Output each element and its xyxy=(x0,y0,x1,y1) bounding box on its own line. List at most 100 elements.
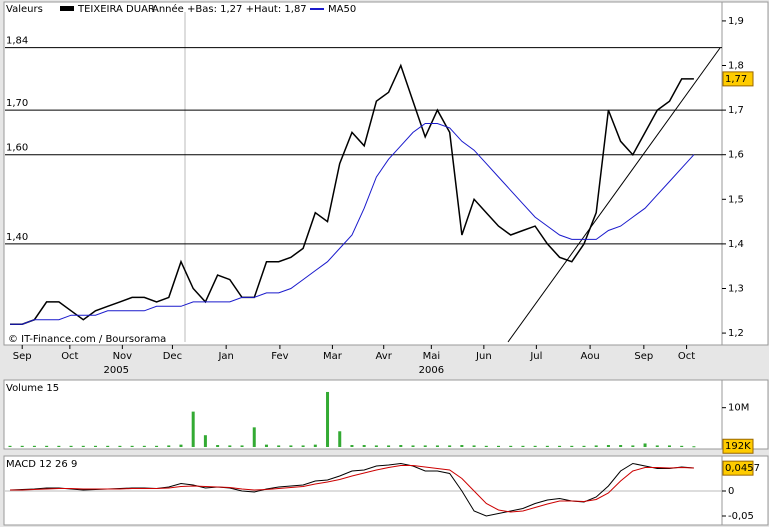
level-label: 1,60 xyxy=(6,143,28,154)
bar xyxy=(435,445,439,447)
bar xyxy=(448,445,452,447)
bar xyxy=(680,445,684,447)
x-tick-label: Dec xyxy=(163,351,182,362)
bar xyxy=(497,445,501,447)
y-tick-label: 1,4 xyxy=(728,239,744,250)
subtitle: Année +Bas: 1,27 +Haut: 1,87 xyxy=(152,3,307,15)
bar xyxy=(216,445,220,447)
price-axis-panel xyxy=(721,1,769,346)
bar xyxy=(118,445,122,447)
y-tick-label: 1,5 xyxy=(728,194,744,205)
bar xyxy=(338,431,342,447)
bar xyxy=(106,445,110,447)
bar xyxy=(643,443,647,447)
bar xyxy=(32,445,36,447)
bar xyxy=(252,427,256,447)
volume-panel xyxy=(3,379,723,450)
y-tick-label: 1,6 xyxy=(728,150,744,161)
bar xyxy=(289,445,293,447)
bar xyxy=(203,435,207,447)
x-tick-label: Jan xyxy=(217,351,233,362)
bar xyxy=(411,445,415,447)
series-line xyxy=(10,465,694,513)
x-tick-label: Mar xyxy=(323,351,343,362)
x-tick-label: Oct xyxy=(678,351,695,362)
x-tick-label: Fev xyxy=(271,351,288,362)
level-label: 1,70 xyxy=(6,98,28,109)
y-tick-label: 1,3 xyxy=(728,283,744,294)
x-tick-label: Sep xyxy=(634,351,653,362)
last-value-label: 0,0457 xyxy=(725,463,760,474)
legend-swatch xyxy=(60,6,74,11)
series-line xyxy=(10,63,694,325)
y-tick-label: 0 xyxy=(728,486,734,497)
y-tick-label: 1,9 xyxy=(728,16,744,27)
bar xyxy=(228,445,232,447)
year-label: 2006 xyxy=(419,365,444,376)
bar xyxy=(313,444,317,447)
x-tick-label: Oct xyxy=(61,351,78,362)
bar xyxy=(606,445,610,447)
bar xyxy=(167,445,171,447)
level-label: 1,84 xyxy=(6,36,28,47)
bar xyxy=(277,445,281,447)
bar xyxy=(582,445,586,447)
y-tick-label: 1,2 xyxy=(728,328,744,339)
bar xyxy=(130,445,134,447)
y-tick-label: 10M xyxy=(728,403,749,414)
bar xyxy=(155,445,159,447)
panel-title: Valeurs xyxy=(6,4,43,15)
bar xyxy=(399,445,403,447)
legend-label: TEIXEIRA DUAR xyxy=(77,4,155,15)
bar xyxy=(692,446,696,448)
bar xyxy=(191,411,195,447)
bar xyxy=(558,445,562,447)
bar xyxy=(619,445,623,447)
x-tick-label: Mai xyxy=(423,351,441,362)
bar xyxy=(570,445,574,447)
level-label: 1,40 xyxy=(6,232,28,243)
bar xyxy=(81,445,85,447)
x-tick-label: Nov xyxy=(113,351,133,362)
last-value-box xyxy=(722,460,754,476)
bar xyxy=(667,445,671,447)
bar xyxy=(472,445,476,447)
bar xyxy=(484,445,488,447)
x-tick-label: Avr xyxy=(376,351,393,362)
bar xyxy=(374,445,378,447)
x-tick-label: Aou xyxy=(581,351,600,362)
last-value-label: 192K xyxy=(725,441,751,452)
bar xyxy=(594,445,598,447)
bar xyxy=(509,445,513,447)
bar xyxy=(179,444,183,447)
panel-title: Volume 15 xyxy=(6,383,59,394)
year-label: 2005 xyxy=(104,365,129,376)
panel-title: MACD 12 26 9 xyxy=(6,459,77,470)
bar xyxy=(57,445,61,447)
y-tick-label: 1,7 xyxy=(728,105,744,116)
bar xyxy=(240,445,244,447)
bar xyxy=(93,445,97,447)
x-tick-label: Jun xyxy=(475,351,492,362)
bar xyxy=(362,445,366,447)
y-tick-label: -0,05 xyxy=(728,511,754,522)
bar xyxy=(655,445,659,447)
bar xyxy=(264,444,268,447)
bar xyxy=(423,445,427,447)
bar xyxy=(350,445,354,447)
last-value-box xyxy=(722,438,754,454)
x-tick-label: Sep xyxy=(13,351,32,362)
price-panel xyxy=(3,1,723,346)
legend-label: MA50 xyxy=(328,4,356,15)
bar xyxy=(142,445,146,447)
bar xyxy=(20,445,24,447)
bar xyxy=(45,445,49,447)
bar xyxy=(631,445,635,447)
source: © IT-Finance.com / Boursorama xyxy=(8,334,166,345)
bar xyxy=(387,445,391,447)
last-value-label: 1,77 xyxy=(725,74,747,85)
bar xyxy=(301,445,305,447)
series-line xyxy=(10,123,695,325)
bar xyxy=(545,445,549,447)
